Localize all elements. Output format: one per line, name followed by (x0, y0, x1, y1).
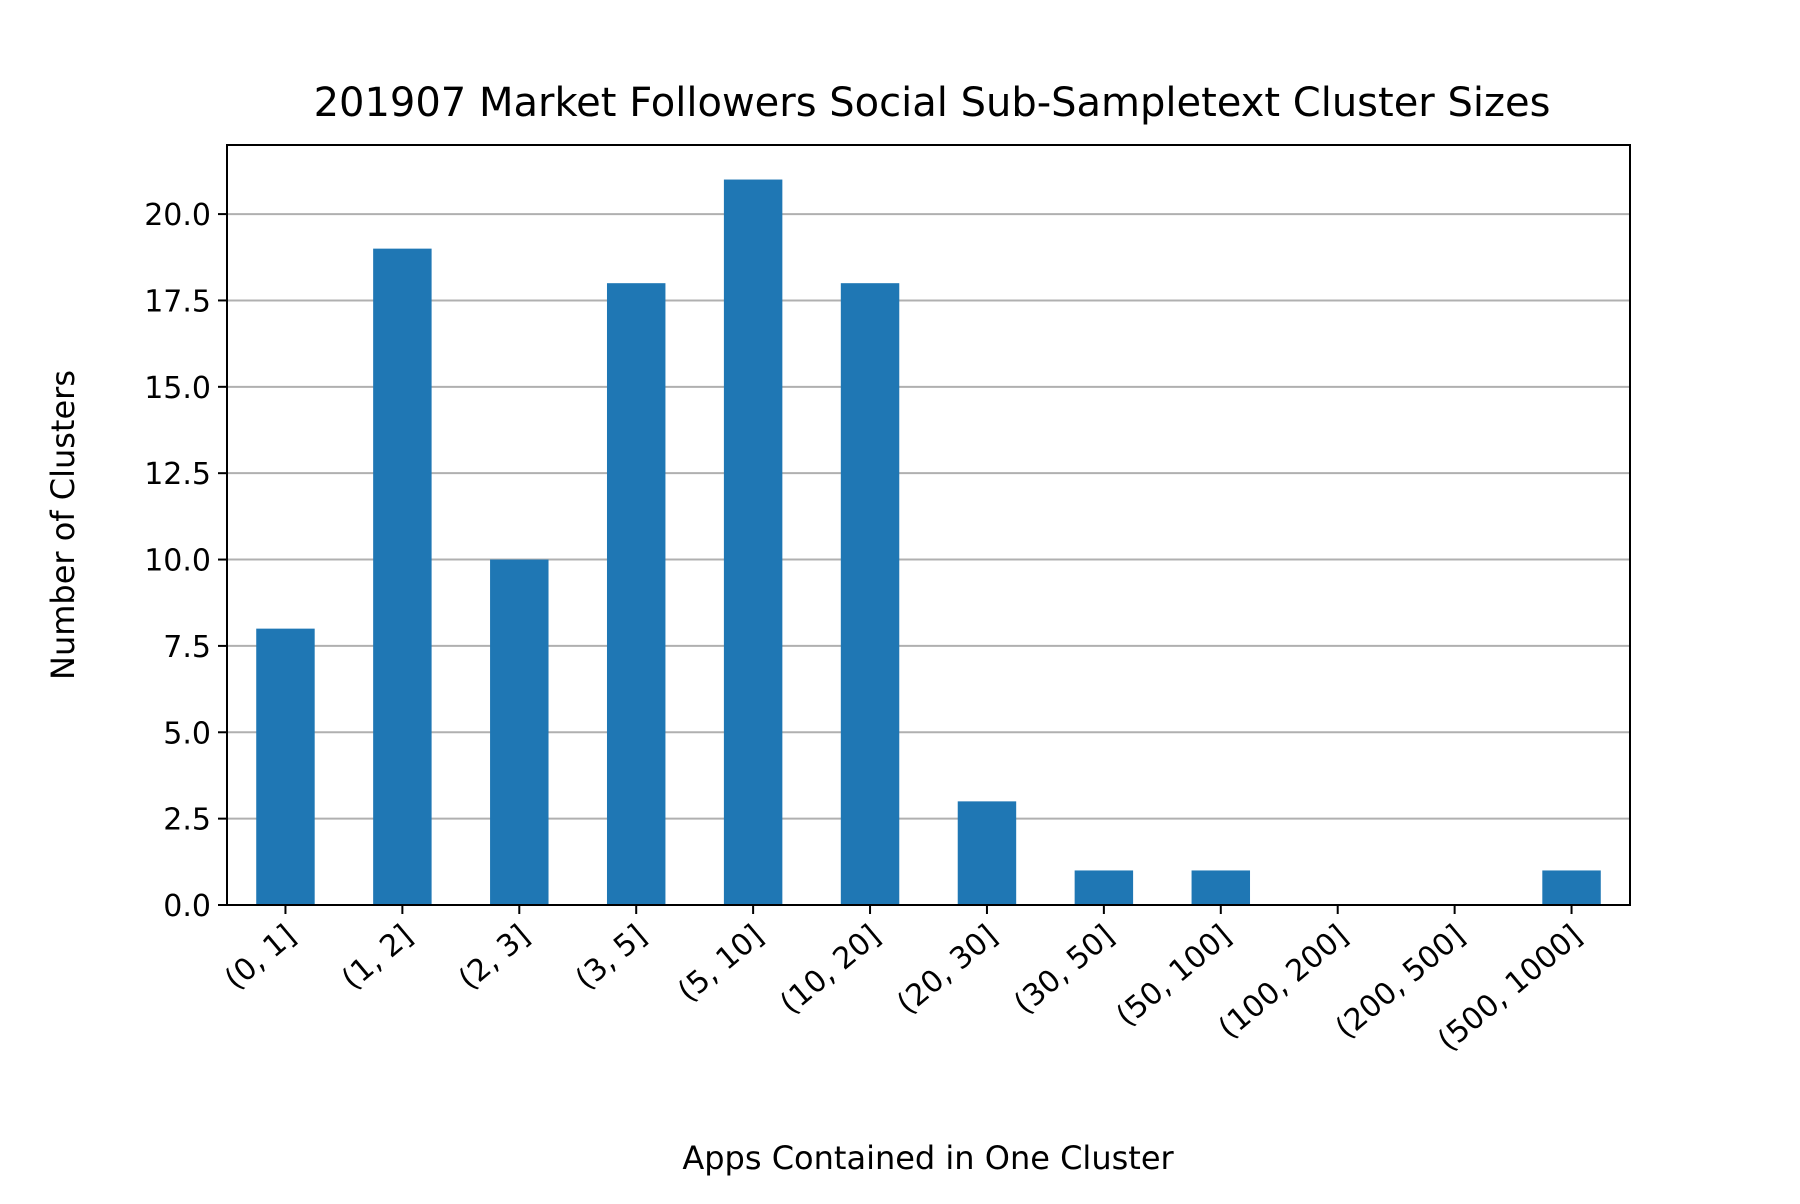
bar (840, 283, 900, 905)
x-tick-label: (10, 20] (774, 918, 888, 1021)
y-axis-ticks: 0.0 2.5 5.0 7.5 10.0 12.5 15.0 17.5 20.0 (144, 198, 227, 924)
y-tick-label: 2.5 (163, 803, 211, 838)
x-axis-ticks: (0, 1] (1, 2] (2, 3] (3, 5] (5, 10] (10, 20](… (218, 905, 1589, 1058)
y-axis-label: Number of Clusters (44, 370, 82, 680)
bar (1542, 870, 1601, 905)
gridlines (227, 213, 1630, 820)
x-tick-label: (3, 5] (569, 918, 653, 997)
bar (957, 801, 1017, 905)
y-tick-label: 5.0 (163, 716, 211, 751)
y-tick-label: 12.5 (144, 457, 211, 492)
y-tick-label: 10.0 (144, 544, 211, 579)
plot-frame (226, 144, 1631, 906)
y-tick-label: 0.0 (163, 889, 211, 924)
x-tick-label: (1, 2] (335, 918, 419, 997)
y-tick-label: 15.0 (144, 371, 211, 406)
bar (256, 628, 315, 905)
x-tick-label: (30, 50] (1007, 918, 1121, 1021)
bar (606, 283, 666, 905)
y-tick-label: 17.5 (144, 284, 211, 319)
bar (723, 179, 783, 905)
x-axis-label: Apps Contained in One Cluster (682, 1139, 1174, 1177)
bar (1074, 870, 1134, 905)
y-tick-label: 20.0 (144, 198, 211, 233)
x-tick-label: (20, 30] (891, 918, 1005, 1021)
x-tick-label: (5, 10] (671, 918, 770, 1009)
y-tick-label: 7.5 (163, 630, 211, 665)
bar (490, 559, 549, 905)
x-tick-label: (100, 200] (1212, 918, 1355, 1046)
chart-title: 201907 Market Followers Social Sub-Sampl… (314, 80, 1551, 126)
bar (1191, 870, 1251, 905)
bars (256, 179, 1601, 906)
bar (373, 248, 432, 906)
x-tick-label: (0, 1] (218, 918, 302, 997)
x-tick-label: (2, 3] (452, 918, 536, 997)
